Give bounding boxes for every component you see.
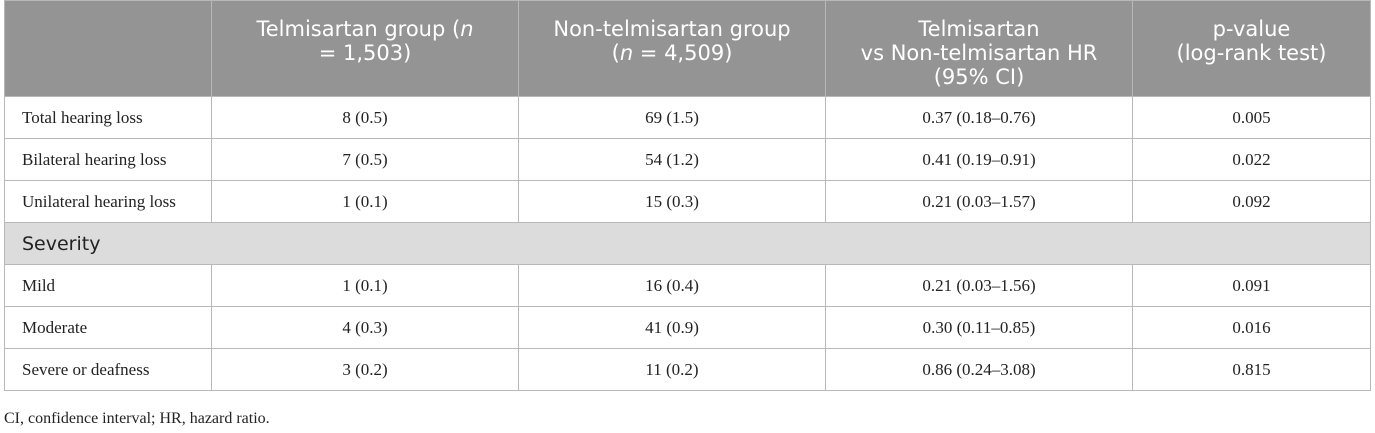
cell-telmisartan: 1 (0.1) (211, 180, 519, 223)
cell-telmisartan: 7 (0.5) (211, 138, 519, 181)
cell-p-value: 0.092 (1132, 180, 1371, 223)
section-row: Severity (4, 222, 1371, 265)
cell-p-value: 0.016 (1132, 306, 1371, 349)
cell-p-value: 0.091 (1132, 264, 1371, 307)
section-label: Severity (4, 222, 1371, 265)
cell-non-telmisartan: 41 (0.9) (518, 306, 826, 349)
header-hr-line3: (95% CI) (933, 65, 1025, 89)
cell-telmisartan: 8 (0.5) (211, 96, 519, 139)
table-row: Bilateral hearing loss 7 (0.5) 54 (1.2) … (4, 138, 1371, 181)
header-hazard-ratio: Telmisartan vs Non-telmisartan HR (95% C… (825, 0, 1133, 97)
header-row: Telmisartan group (n = 1,503) Non-telmisa… (4, 0, 1371, 97)
header-telmisartan-text: Telmisartan group ( (256, 17, 461, 41)
header-hr-line2: vs Non-telmisartan HR (860, 41, 1098, 65)
header-p-line2: (log-rank test) (1176, 41, 1327, 65)
cell-hazard-ratio: 0.21 (0.03–1.56) (825, 264, 1133, 307)
results-table: Telmisartan group (n = 1,503) Non-telmisa… (4, 0, 1371, 391)
cell-p-value: 0.022 (1132, 138, 1371, 181)
header-hr-line1: Telmisartan (918, 17, 1040, 41)
cell-non-telmisartan: 11 (0.2) (518, 348, 826, 391)
header-telmisartan-group: Telmisartan group (n = 1,503) (211, 0, 519, 97)
header-telmisartan-count: = 1,503) (318, 41, 412, 65)
table-row: Total hearing loss 8 (0.5) 69 (1.5) 0.37… (4, 96, 1371, 139)
row-label: Mild (4, 264, 212, 307)
header-non-telmisartan-count: = 4,509) (633, 41, 733, 65)
cell-hazard-ratio: 0.37 (0.18–0.76) (825, 96, 1133, 139)
table-row: Severe or deafness 3 (0.2) 11 (0.2) 0.86… (4, 348, 1371, 391)
header-p-value: p-value (log-rank test) (1132, 0, 1371, 97)
table-footnote: CI, confidence interval; HR, hazard rati… (4, 410, 270, 427)
cell-hazard-ratio: 0.41 (0.19–0.91) (825, 138, 1133, 181)
cell-p-value: 0.815 (1132, 348, 1371, 391)
cell-telmisartan: 1 (0.1) (211, 264, 519, 307)
cell-hazard-ratio: 0.86 (0.24–3.08) (825, 348, 1133, 391)
table-row: Mild 1 (0.1) 16 (0.4) 0.21 (0.03–1.56) 0… (4, 264, 1371, 307)
header-p-line1: p-value (1212, 17, 1291, 41)
cell-non-telmisartan: 69 (1.5) (518, 96, 826, 139)
cell-hazard-ratio: 0.30 (0.11–0.85) (825, 306, 1133, 349)
cell-non-telmisartan: 16 (0.4) (518, 264, 826, 307)
cell-non-telmisartan: 15 (0.3) (518, 180, 826, 223)
table-row: Unilateral hearing loss 1 (0.1) 15 (0.3)… (4, 180, 1371, 223)
header-telmisartan-n: n (460, 17, 474, 41)
cell-telmisartan: 4 (0.3) (211, 306, 519, 349)
table-row: Moderate 4 (0.3) 41 (0.9) 0.30 (0.11–0.8… (4, 306, 1371, 349)
cell-hazard-ratio: 0.21 (0.03–1.57) (825, 180, 1133, 223)
row-label: Unilateral hearing loss (4, 180, 212, 223)
cell-p-value: 0.005 (1132, 96, 1371, 139)
row-label: Severe or deafness (4, 348, 212, 391)
header-non-telmisartan-text: Non-telmisartan group (553, 17, 791, 41)
header-non-telmisartan-n: n (619, 41, 634, 65)
row-label: Bilateral hearing loss (4, 138, 212, 181)
row-label: Total hearing loss (4, 96, 212, 139)
header-outcome (4, 0, 212, 97)
header-non-telmisartan-open: ( (611, 41, 620, 65)
header-non-telmisartan-group: Non-telmisartan group (n = 4,509) (518, 0, 826, 97)
row-label: Moderate (4, 306, 212, 349)
cell-non-telmisartan: 54 (1.2) (518, 138, 826, 181)
cell-telmisartan: 3 (0.2) (211, 348, 519, 391)
